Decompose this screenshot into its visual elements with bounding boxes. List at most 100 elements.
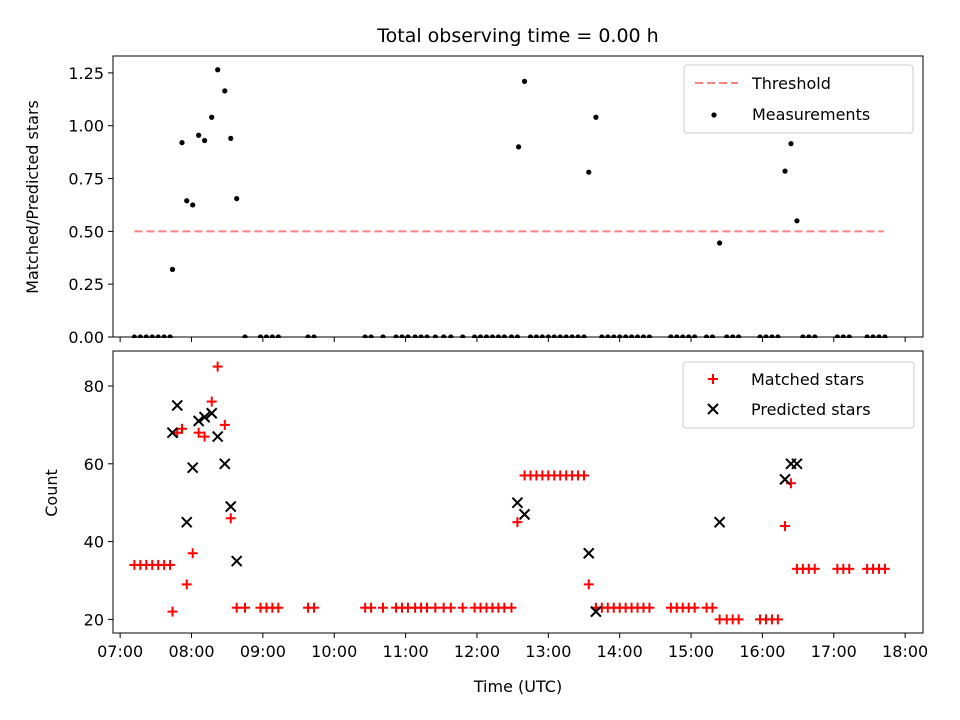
measurement-point — [305, 334, 311, 338]
measurement-point — [405, 334, 411, 338]
predicted-star-point — [713, 516, 726, 528]
measurement-point — [806, 334, 812, 338]
measurement-point — [692, 334, 698, 338]
measurement-point — [634, 334, 641, 338]
measurement-point — [640, 334, 647, 338]
measurement-point — [569, 334, 575, 338]
predicted-star-point — [779, 473, 791, 486]
count-y-tick-label: 20 — [84, 610, 104, 629]
x-tick-label: 11:00 — [383, 642, 429, 661]
measurement-point — [228, 135, 234, 141]
measurement-point — [674, 334, 680, 338]
count-y-tick-label: 80 — [84, 377, 104, 396]
measurement-point — [782, 168, 788, 174]
x-tick-label: 16:00 — [739, 642, 785, 661]
measurement-point — [769, 334, 775, 338]
count-axes-frame — [112, 350, 924, 634]
measurement-point — [399, 334, 405, 338]
measurement-point — [581, 334, 587, 338]
measurement-point — [794, 218, 800, 224]
measurement-point — [362, 334, 368, 338]
measurement-point — [834, 334, 840, 338]
predicted-star-point — [171, 399, 183, 412]
x-tick-label: 09:00 — [240, 642, 286, 661]
matched-star-point — [165, 559, 176, 570]
matched-star-point — [809, 563, 820, 574]
measurement-point — [717, 240, 723, 246]
ratio-y-axis-label: Matched/Predicted stars — [23, 100, 42, 294]
measurement-point — [137, 334, 143, 338]
matched-star-point — [457, 602, 468, 613]
measurement-point — [215, 67, 221, 73]
measurement-point — [471, 334, 478, 338]
x-tick-label: 14:00 — [597, 642, 643, 661]
measurement-point — [412, 334, 418, 338]
measurement-point — [460, 334, 466, 338]
matched-star-point — [212, 361, 223, 372]
ratio-plot-area: 0.00 0.25 0.50 0.75 1.00 1.25 — [68, 55, 924, 347]
ratio-legend-box — [683, 64, 914, 134]
predicted-star-point — [192, 415, 205, 427]
measurement-point — [201, 137, 208, 144]
measurement-point — [703, 334, 710, 338]
x-tick-label: 15:00 — [668, 642, 714, 661]
measurement-point — [169, 266, 176, 272]
measurement-point — [533, 334, 540, 338]
count-y-tick-label: 60 — [84, 455, 104, 474]
matched-star-point — [445, 602, 456, 613]
matched-star-point — [689, 602, 700, 613]
matched-star-point — [240, 602, 251, 613]
matched-star-point — [583, 579, 594, 590]
measurement-point — [599, 334, 605, 338]
predicted-star-point — [206, 407, 218, 419]
measurement-point — [418, 334, 424, 338]
x-tick-label: 17:00 — [811, 642, 857, 661]
measurement-point — [167, 334, 173, 338]
legend-matched-swatch — [708, 374, 718, 384]
measurement-point — [557, 334, 563, 338]
x-tick-label: 07:00 — [97, 642, 143, 661]
count-legend: Matched stars Predicted stars — [682, 361, 915, 429]
measurement-point — [788, 141, 794, 147]
measurement-point — [724, 334, 730, 338]
matched-star-point — [225, 513, 236, 524]
matched-star-point — [219, 419, 230, 430]
count-marks — [129, 361, 890, 625]
legend-predicted-label: Predicted stars — [751, 400, 871, 419]
matched-star-point — [378, 602, 388, 613]
measurement-point — [196, 132, 202, 138]
matched-star-point — [579, 470, 590, 481]
measurement-point — [149, 334, 155, 338]
predicted-star-point — [198, 411, 211, 423]
measurement-point — [257, 334, 264, 338]
measurement-point — [646, 334, 653, 338]
predicted-star-point — [219, 458, 231, 470]
measurement-point — [812, 334, 818, 338]
measurement-point — [527, 334, 534, 338]
measurement-point — [143, 334, 149, 338]
matched-star-point — [199, 431, 210, 442]
measurement-point — [628, 334, 635, 338]
measurement-point — [242, 334, 248, 338]
matched-star-point — [772, 614, 783, 625]
legend-matched-label: Matched stars — [751, 370, 864, 389]
measurement-point — [757, 334, 763, 338]
measurement-point — [424, 334, 430, 338]
measurement-point — [514, 334, 521, 338]
matched-star-point — [181, 579, 192, 590]
measurement-point — [882, 334, 888, 338]
measurement-point — [222, 88, 228, 94]
measurement-point — [380, 334, 386, 338]
measurement-point — [521, 78, 528, 84]
measurement-point — [846, 334, 852, 338]
ratio-y-tick-label: 1.00 — [68, 117, 104, 136]
matched-star-point — [707, 602, 718, 613]
ratio-y-tick-label: 0.00 — [68, 328, 104, 347]
matched-star-point — [206, 396, 217, 407]
count-legend-box — [682, 361, 915, 429]
predicted-star-point — [518, 508, 531, 521]
x-tick-label: 13:00 — [525, 642, 571, 661]
measurement-point — [184, 198, 190, 204]
x-tick-label: 08:00 — [168, 642, 214, 661]
